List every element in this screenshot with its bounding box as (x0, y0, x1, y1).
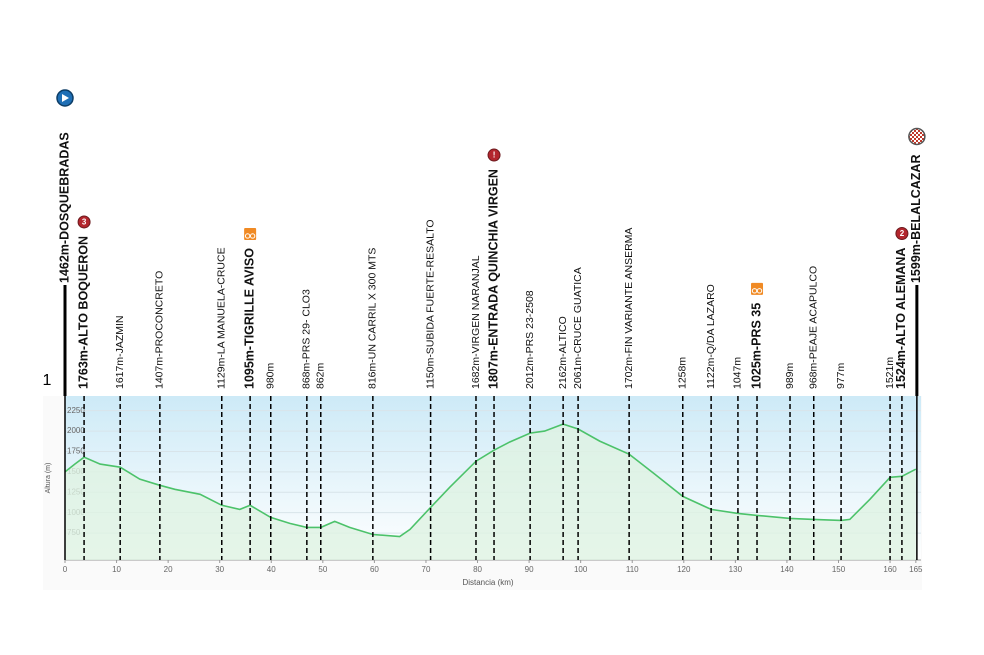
marker-label: 1025m-PRS 35 (749, 303, 763, 389)
x-tick-label: 40 (267, 565, 276, 574)
x-axis-label: Distancia (km) (462, 578, 513, 587)
icon (751, 282, 764, 295)
marker-label: 1129m-LA MANUELA-CRUCE (216, 247, 228, 389)
marker-label: 1122m-Q/DA LAZARO (705, 284, 717, 389)
x-tick-label: 20 (164, 565, 173, 574)
marker-label: 989m (784, 362, 796, 389)
icon-text: 2 (900, 229, 905, 238)
x-tick-label: 70 (422, 565, 431, 574)
marker-label: 1702m-FIN VARIANTE ANSERMA (623, 228, 635, 389)
marker-label: 1095m-TIGRILLE AVISO (242, 248, 256, 389)
marker-label: 1150m-SUBIDA FUERTE-RESALTO (424, 219, 436, 389)
icon-detail (751, 288, 758, 294)
icon-detail (62, 94, 69, 102)
icon (77, 215, 91, 229)
marker-label: 968m-PEAJE ACAPULCO (808, 266, 820, 389)
x-tick-label: 90 (525, 565, 534, 574)
icon-detail (249, 233, 256, 239)
icon-text: 3 (82, 218, 87, 227)
icon (487, 148, 501, 162)
marker-label: 1763m-ALTO BOQUERON (76, 236, 90, 389)
icon (895, 227, 909, 241)
x-tick-label: 100 (574, 565, 588, 574)
stage-label: 1 (43, 372, 52, 389)
x-tick-label: 165 (909, 565, 923, 574)
x-tick-label: 60 (370, 565, 379, 574)
x-tick-label: 140 (780, 565, 794, 574)
marker-label: 980m (265, 362, 277, 389)
marker-label: 1407m-PROCONCRETO (154, 271, 166, 389)
marker-label: 1521m (884, 357, 896, 389)
marker-label: 1599m-BELALCAZAR (909, 154, 923, 283)
y-axis-label: Altura (m) (45, 463, 52, 494)
marker-label: 1047m (732, 357, 744, 389)
x-tick-label: 150 (832, 565, 846, 574)
y-tick-label: 2250 (67, 406, 85, 415)
x-tick-label: 50 (318, 565, 327, 574)
marker-label: 868m-PRS 29- CLO3 (301, 289, 313, 389)
icon-detail (244, 233, 251, 239)
marker-label: 1462m-DOSQUEBRADAS (57, 132, 71, 283)
marker-label: 1807m-ENTRADA QUINCHIA VIRGEN (486, 169, 500, 389)
x-tick-label: 160 (883, 565, 897, 574)
profile-area (65, 424, 916, 560)
marker-label: 816m-UN CARRIL X 300 MTS (367, 248, 379, 389)
x-tick-label: 0 (63, 565, 68, 574)
marker-label: 2061m-CRUCE GUATICA (572, 267, 584, 389)
x-tick-label: 120 (677, 565, 691, 574)
icon-detail (756, 288, 763, 294)
marker-label: 2012m-PRS 23-2508 (524, 290, 536, 389)
marker-label: 1617m-JAZMIN (114, 315, 126, 389)
marker-label: 977m (835, 362, 847, 389)
x-tick-label: 80 (473, 565, 482, 574)
marker-label: 1682m-VIRGEN NARANJAL (470, 255, 482, 389)
profile-line (64, 423, 917, 538)
x-tick-label: 110 (626, 565, 639, 574)
marker-label: 1258m (677, 357, 689, 389)
marker-label: 862m (315, 362, 327, 389)
marker-label: 2162m-ALTICO (557, 316, 569, 389)
x-tick-label: 130 (729, 565, 743, 574)
y-tick-label: 2000 (67, 426, 85, 435)
icon-text: ! (493, 151, 496, 160)
x-tick-label: 10 (112, 565, 121, 574)
marker-label: 1524m-ALTO ALEMANA (894, 248, 908, 389)
x-tick-label: 30 (215, 565, 224, 574)
icon (244, 227, 257, 240)
icon (908, 127, 926, 146)
y-tick-label: 1750 (67, 447, 85, 456)
